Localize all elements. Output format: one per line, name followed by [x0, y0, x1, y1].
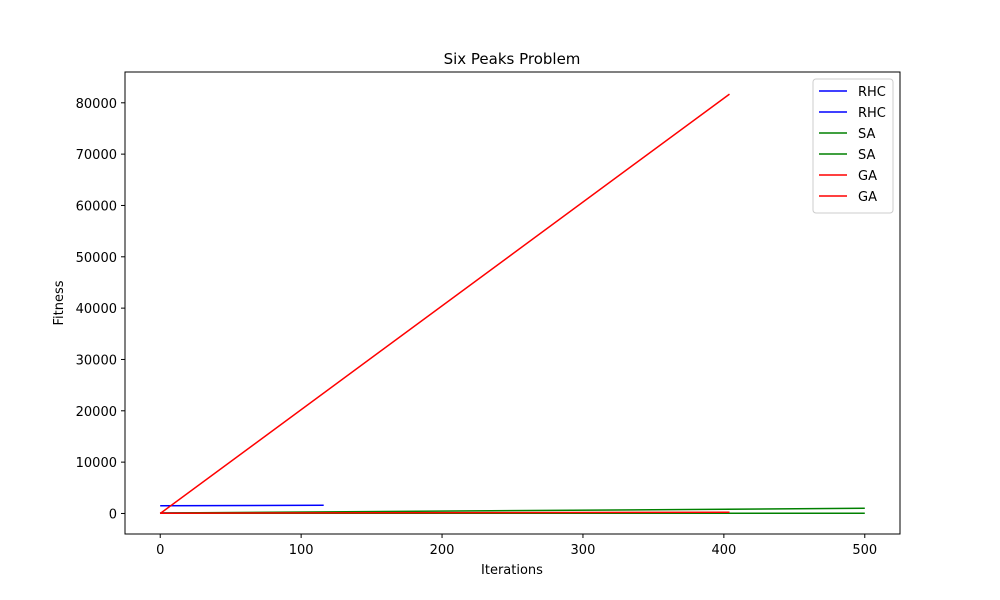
series-line-rhc-1 — [160, 504, 324, 507]
series-line-ga-6 — [160, 511, 730, 514]
x-tick-label: 100 — [289, 543, 314, 558]
x-axis-label: Iterations — [481, 563, 543, 578]
y-tick-label: 0 — [109, 507, 117, 522]
legend-label: GA — [858, 169, 877, 184]
y-axis-label: Fitness — [52, 280, 67, 325]
plot-frame — [124, 71, 901, 535]
series-line-ga-5 — [159, 93, 730, 515]
chart-title: Six Peaks Problem — [444, 50, 581, 68]
x-tick-label: 0 — [156, 543, 164, 558]
x-axis: 0 100 200 300 400 500 — [156, 534, 877, 558]
y-tick-label: 10000 — [76, 456, 117, 471]
legend-label: SA — [858, 148, 875, 163]
series-line-sa-3 — [160, 507, 865, 514]
legend-label: SA — [858, 127, 875, 142]
legend-label: GA — [858, 190, 877, 205]
x-tick-label: 400 — [711, 543, 736, 558]
y-tick-label: 50000 — [76, 251, 117, 266]
y-tick-label: 80000 — [76, 97, 117, 112]
y-tick-label: 60000 — [76, 199, 117, 214]
x-tick-label: 300 — [571, 543, 596, 558]
x-tick-label: 200 — [430, 543, 455, 558]
series-layer — [159, 93, 865, 515]
y-tick-label: 20000 — [76, 405, 117, 420]
y-axis: 0 10000 20000 30000 40000 50000 60000 70000 8000… — [76, 97, 125, 522]
y-tick-label: 30000 — [76, 353, 117, 368]
legend-label: RHC — [858, 106, 886, 121]
x-tick-label: 500 — [852, 543, 877, 558]
y-tick-label: 40000 — [76, 302, 117, 317]
legend-label: RHC — [858, 85, 886, 100]
y-tick-label: 70000 — [76, 148, 117, 163]
legend: RHC RHC SA SA GA GA — [812, 78, 894, 214]
